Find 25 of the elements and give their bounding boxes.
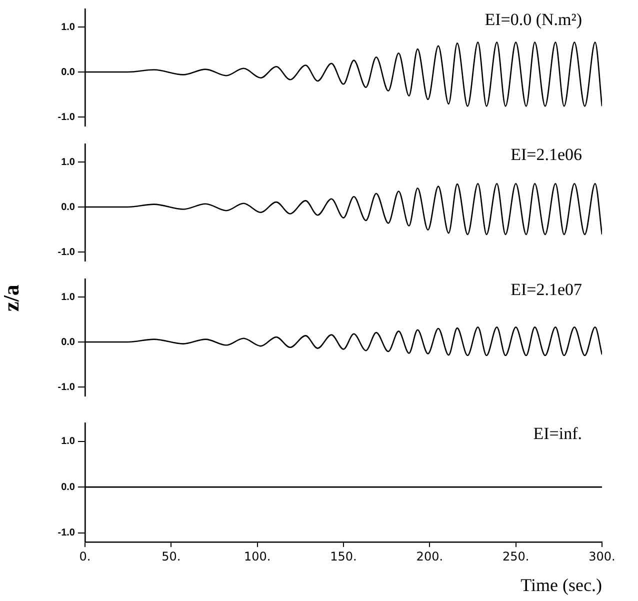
y-tick-label: 1.0 <box>61 436 76 448</box>
chart-title: EI=inf. <box>533 424 582 443</box>
x-tick-label: 100. <box>244 549 271 564</box>
y-tick-label: -1.0 <box>58 528 76 539</box>
y-tick-label: 0.0 <box>61 202 76 213</box>
y-tick-label: 1.0 <box>61 22 76 33</box>
y-tick-label: 1.0 <box>61 156 76 168</box>
x-tick-label: 50. <box>162 549 181 564</box>
y-axis-title: z/a <box>0 284 24 312</box>
chart-title: EI=2.1e07 <box>510 280 582 299</box>
x-axis-title: Time (sec.) <box>520 574 602 595</box>
y-tick-label: -1.0 <box>58 112 76 123</box>
y-tick-label: 0.0 <box>61 66 76 78</box>
y-tick-label: -1.0 <box>58 382 76 393</box>
x-tick-label: 300. <box>588 549 616 564</box>
x-tick-label: 0. <box>79 549 91 564</box>
x-tick-label: 200. <box>416 549 444 564</box>
y-tick-label: 0.0 <box>61 482 76 493</box>
chart-title: EI=2.1e06 <box>510 144 582 164</box>
x-tick-label: 250. <box>502 549 530 564</box>
y-tick-label: 0.0 <box>61 336 76 348</box>
chart-title: EI=0.0 (N.m²) <box>484 10 582 29</box>
y-tick-label: 1.0 <box>61 292 76 303</box>
x-tick-label: 150. <box>330 549 357 564</box>
y-tick-label: -1.0 <box>58 246 76 258</box>
